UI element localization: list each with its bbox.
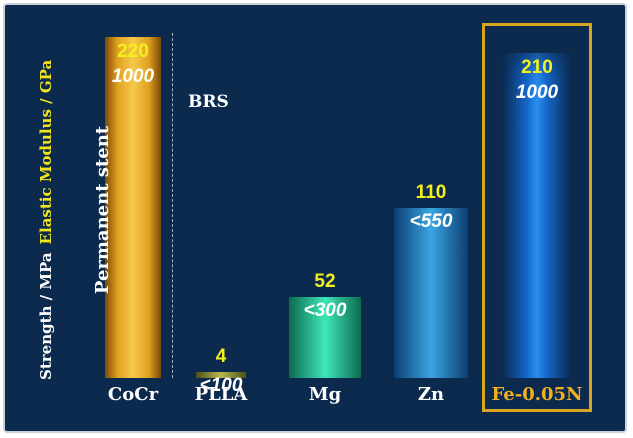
category-label: CoCr [107, 384, 159, 405]
modulus-value-label: 220 [117, 41, 149, 62]
brs-annotation: BRS [188, 92, 229, 112]
modulus-value-label: 110 [415, 181, 447, 203]
modulus-value-label: 52 [314, 271, 336, 293]
modulus-value-label: 210 [521, 56, 553, 78]
category-label: PLLA [194, 384, 248, 405]
category-label: Mg [308, 384, 342, 405]
strength-value-label: <550 [409, 210, 453, 232]
y-axis-label-modulus: Elastic Modulus / GPa [37, 59, 55, 245]
strength-value-label: <300 [303, 300, 347, 322]
modulus-value-label: 4 [215, 345, 227, 367]
highlight-box [482, 23, 592, 412]
bar-cocr [105, 37, 161, 378]
category-divider [172, 33, 173, 378]
strength-value-label: 1000 [515, 81, 559, 103]
bar-zn [394, 207, 468, 378]
category-label: Fe-0.05N [491, 384, 583, 405]
category-label: Zn [417, 384, 445, 405]
strength-value-label: <100 [199, 374, 243, 396]
permanent-stent-annotation: Permanent stent [92, 125, 113, 295]
y-axis-label-strength: Strength / MPa [37, 252, 55, 380]
bar-fe-0-05n [502, 52, 572, 378]
y-axis-label: Strength / MPa Elastic Modulus / GPa [35, 20, 57, 380]
strength-value-label: 1000 [111, 66, 155, 87]
bar-mg [289, 297, 361, 378]
bar-plla [196, 371, 246, 378]
